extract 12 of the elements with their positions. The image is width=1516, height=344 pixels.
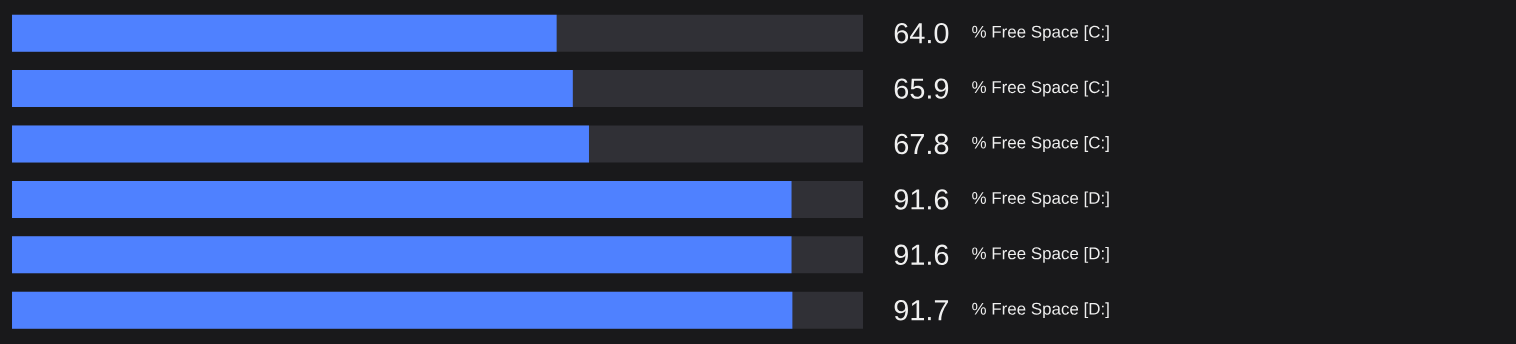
data-label: 91.6 <box>894 244 949 266</box>
data-label: 64.0 <box>894 22 949 44</box>
y-tick-label: % Free Space [C:] <box>972 136 1109 152</box>
y-tick-label: % Free Space [C:] <box>972 80 1109 97</box>
data-label: 65.9 <box>894 78 949 99</box>
data-label: 67.8 <box>894 133 949 155</box>
y-tick-label: % Free Space [C:] <box>972 25 1109 42</box>
y-tick-label: % Free Space [D:] <box>972 191 1109 208</box>
y-tick-label: % Free Space [D:] <box>972 302 1109 319</box>
data-label: 91.7 <box>894 299 949 321</box>
y-tick-label: % Free Space [D:] <box>972 246 1109 263</box>
data-label: 91.6 <box>894 189 949 210</box>
